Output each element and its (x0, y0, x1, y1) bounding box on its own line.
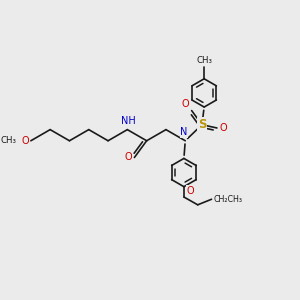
Text: CH₃: CH₃ (1, 136, 17, 145)
Text: O: O (186, 186, 194, 196)
Text: O: O (219, 123, 227, 133)
Text: O: O (124, 152, 132, 163)
Text: CH₃: CH₃ (196, 56, 212, 65)
Text: N: N (180, 127, 188, 137)
Text: NH: NH (121, 116, 135, 126)
Text: O: O (21, 136, 29, 146)
Text: O: O (182, 99, 190, 109)
Text: S: S (198, 118, 206, 131)
Text: CH₂CH₃: CH₂CH₃ (214, 195, 243, 204)
